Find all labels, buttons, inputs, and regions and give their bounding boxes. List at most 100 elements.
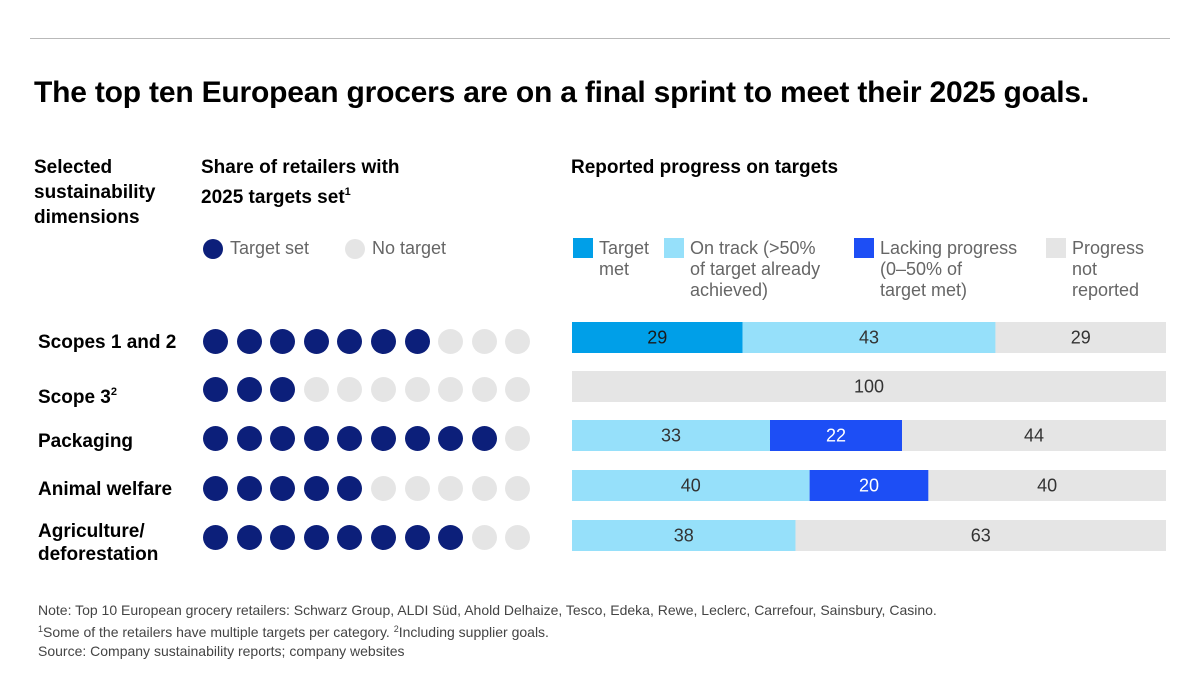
dot-marker-icon <box>345 238 365 259</box>
bar-segment <box>795 520 1166 551</box>
bar-segment <box>572 371 1166 402</box>
source-text: Source: Company sustainability reports; … <box>38 643 405 659</box>
target-set-dot <box>303 426 329 451</box>
bar-data-label: 22 <box>826 426 846 446</box>
row-label-agriculture: Agriculture/ deforestation <box>38 520 158 566</box>
share-header-text: 2025 targets set <box>201 187 345 208</box>
legend-lacking-progress: Lacking progress (0–50% of target met) <box>854 238 1017 301</box>
bar-segment <box>742 322 996 353</box>
target-set-dot <box>236 329 262 354</box>
row-label-text: Scope 3 <box>38 387 111 408</box>
no-target-dot <box>438 476 464 501</box>
bar-segment <box>572 322 743 353</box>
bar-data-label: 63 <box>971 526 991 546</box>
swatch-icon <box>854 238 874 258</box>
legend-label: Target met <box>599 238 649 280</box>
legend-label-line: Target <box>599 238 650 258</box>
legend-label: Lacking progress (0–50% of target met) <box>880 238 1017 301</box>
bar-segment <box>928 470 1166 501</box>
no-target-dot <box>505 426 531 451</box>
legend-label-line: not <box>1072 259 1098 279</box>
target-set-dot <box>303 329 329 354</box>
legend-label-line: of target already <box>690 259 821 279</box>
bar-data-label: 40 <box>681 476 701 496</box>
target-set-dot <box>203 377 228 402</box>
swatch-icon <box>664 238 684 258</box>
legend-target-set: Target set <box>203 238 309 259</box>
row-label-packaging: Packaging <box>38 430 133 453</box>
no-target-dot <box>438 329 464 354</box>
dimensions-header-line: sustainability <box>34 182 156 203</box>
swatch-icon <box>573 238 593 258</box>
no-target-dot <box>370 377 396 402</box>
dot-row <box>203 476 531 501</box>
target-set-dot <box>337 525 363 550</box>
legend-label-line: target met) <box>880 280 968 300</box>
row-label-text: Animal welfare <box>38 479 173 500</box>
no-target-dot <box>505 476 531 501</box>
legend-label: On track (>50% of target already achieve… <box>690 238 820 301</box>
target-set-dot <box>337 329 363 354</box>
no-target-dot <box>505 377 531 402</box>
dot-row <box>203 329 531 354</box>
target-set-dot <box>438 426 464 451</box>
row-label-animal-welfare: Animal welfare <box>38 478 172 501</box>
target-set-dot <box>303 476 329 501</box>
target-set-dot <box>203 525 228 550</box>
footnote-marker: 1 <box>38 624 44 634</box>
row-label-text: deforestation <box>38 544 159 565</box>
legend-label-line: Lacking progress <box>880 238 1018 258</box>
bar-segment <box>995 322 1166 353</box>
legend-label-line: (0–50% of <box>880 259 963 279</box>
target-set-dot <box>337 476 363 501</box>
target-set-dot <box>203 329 228 354</box>
footnote-marker: 2 <box>110 386 117 398</box>
legend-target-met: Target met <box>573 238 649 280</box>
top-divider <box>30 38 1170 39</box>
no-target-dot <box>505 525 531 550</box>
target-set-dot <box>404 525 430 550</box>
bar-segment <box>902 420 1166 451</box>
target-set-dot <box>203 476 228 501</box>
legend-label: Target set <box>230 238 310 258</box>
target-set-dot <box>438 525 464 550</box>
bar-data-label: 43 <box>859 328 879 348</box>
chart-title: The top ten European grocers are on a fi… <box>34 76 1090 109</box>
bar-data-label: 100 <box>854 377 884 397</box>
row-label-scopes-1-2: Scopes 1 and 2 <box>38 331 176 354</box>
target-set-dot <box>471 426 497 451</box>
dimensions-header: Selected sustainability dimensions <box>34 155 155 230</box>
target-set-dot <box>370 329 396 354</box>
row-label-text: Scopes 1 and 2 <box>38 332 177 353</box>
target-set-dot <box>303 525 329 550</box>
dot-row <box>203 377 531 402</box>
no-target-dot <box>471 476 497 501</box>
target-set-dot <box>337 426 363 451</box>
target-set-dot <box>236 525 262 550</box>
target-set-dot <box>370 525 396 550</box>
dot-marker-icon <box>203 238 223 259</box>
bar-segment <box>572 470 810 501</box>
progress-header: Reported progress on targets <box>571 157 839 178</box>
dimensions-header-line: dimensions <box>34 207 140 228</box>
target-set-dot <box>270 426 296 451</box>
legend-label-line: met <box>599 259 630 279</box>
chart-notes: Note: Top 10 European grocery retailers:… <box>38 601 937 661</box>
footnote-text: Including supplier goals. <box>398 624 549 640</box>
dot-row <box>203 426 531 451</box>
target-set-dot <box>270 329 296 354</box>
footnote-marker: 1 <box>344 186 351 198</box>
share-header-line: Share of retailers with <box>201 157 400 178</box>
dimensions-header-line: Selected <box>34 157 113 178</box>
swatch-icon <box>1046 238 1066 258</box>
footnotes: 1Some of the retailers have multiple tar… <box>38 620 937 642</box>
target-set-dot <box>404 329 430 354</box>
bar-data-label: 38 <box>674 526 694 546</box>
no-target-dot <box>471 377 497 402</box>
target-set-dot <box>404 426 430 451</box>
target-set-dot <box>236 426 262 451</box>
no-target-dot <box>404 377 430 402</box>
legend-on-track: On track (>50% of target already achieve… <box>664 238 820 301</box>
bar-data-label: 44 <box>1024 426 1044 446</box>
